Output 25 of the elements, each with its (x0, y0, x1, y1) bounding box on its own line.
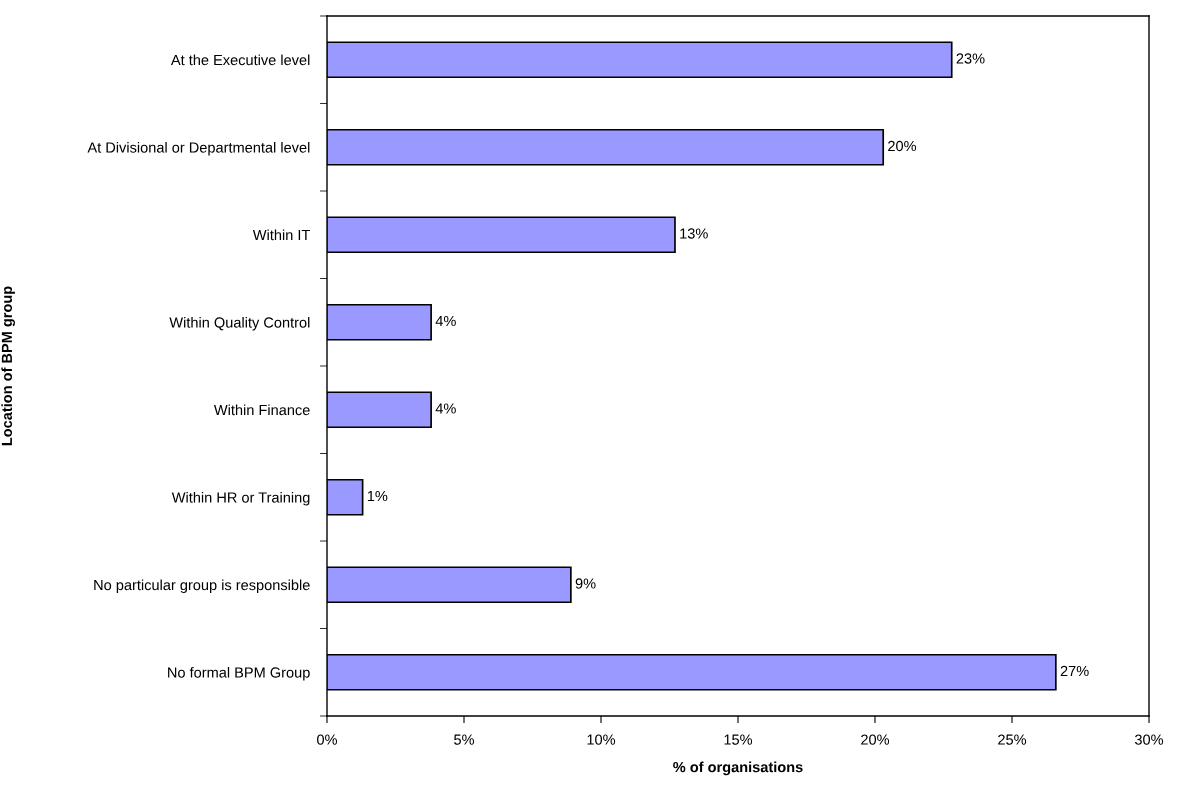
x-tick-label: 15% (724, 734, 753, 745)
y-axis-title: Location of BPM group (1, 286, 15, 446)
data-label: 4% (435, 403, 456, 414)
x-tick-label: 0% (317, 734, 338, 745)
data-label: 23% (956, 53, 985, 64)
data-label: 13% (680, 228, 708, 239)
y-tick-label: At the Executive level (170, 54, 310, 66)
y-tick-label: Within Finance (213, 404, 310, 416)
x-tick-label: 30% (1134, 734, 1164, 745)
x-tick-label: 5% (454, 734, 475, 745)
y-tick-label: Within IT (252, 229, 310, 241)
x-tick-label: 10% (587, 734, 616, 745)
data-label: 9% (575, 578, 596, 589)
data-label: 1% (367, 490, 388, 502)
y-tick-label: Within Quality Control (169, 316, 310, 331)
data-label: 20% (888, 140, 917, 152)
y-tick-label: No particular group is responsible (94, 579, 310, 594)
y-tick-label: Within HR or Training (171, 491, 310, 506)
x-tick-label: 25% (998, 734, 1027, 745)
y-tick-label: No formal BPM Group (168, 666, 310, 681)
x-tick-label: 20% (861, 734, 890, 745)
x-axis-title: % of organisations (673, 761, 803, 776)
data-label: 27% (1060, 665, 1089, 677)
data-label: 4% (435, 315, 456, 327)
y-tick-label: At Divisional or Departmental level (87, 141, 310, 156)
